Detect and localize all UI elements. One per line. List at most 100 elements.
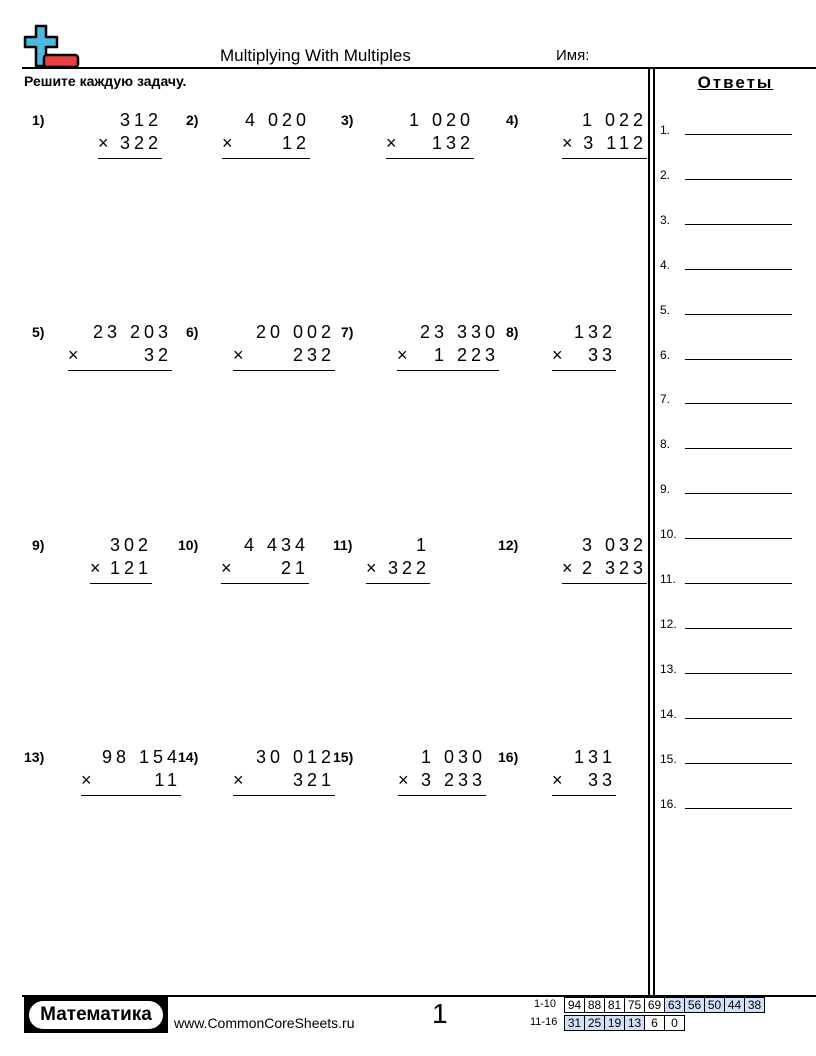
- multiplier-row: × 33: [552, 344, 616, 371]
- score-cell: 6: [644, 1015, 665, 1031]
- worksheet-title: Multiplying With Multiples: [220, 46, 411, 65]
- multiplier: 33: [587, 345, 616, 365]
- answer-slot: 5.: [660, 303, 800, 317]
- instructions: Решите каждую задачу.: [24, 73, 187, 89]
- multiplier: 33: [587, 770, 616, 790]
- answer-line[interactable]: [685, 762, 792, 764]
- score-cell: 81: [604, 997, 625, 1013]
- score-cell: 69: [644, 997, 665, 1013]
- problem-number: 15): [333, 749, 354, 765]
- multiplier: 3 112: [583, 133, 647, 153]
- answer-slot: 9.: [660, 482, 800, 496]
- answer-label: 2.: [660, 167, 671, 182]
- answer-line[interactable]: [685, 268, 792, 270]
- multiplier-row: × 321: [233, 769, 335, 796]
- score-row: 31 25 19 13 6 0: [564, 1015, 685, 1031]
- answer-slot: 11.: [660, 572, 800, 586]
- problem-number: 1): [32, 112, 45, 128]
- score-cell: 13: [624, 1015, 645, 1031]
- answer-line[interactable]: [685, 313, 792, 315]
- column-divider: [648, 68, 650, 996]
- problem-number: 10): [178, 537, 199, 553]
- page-number: 1: [432, 998, 448, 1029]
- multiplication-problem: 30 012 × 321: [233, 746, 335, 796]
- answer-line[interactable]: [685, 717, 792, 719]
- answer-label: 11.: [660, 572, 676, 586]
- multiplication-problem: 4 434 × 21: [221, 534, 309, 584]
- times-icon: ×: [68, 345, 83, 365]
- answer-line[interactable]: [685, 403, 792, 405]
- times-icon: ×: [386, 133, 401, 153]
- answer-line[interactable]: [685, 223, 792, 225]
- multiplier: 322: [119, 133, 162, 153]
- multiplier: 12: [281, 133, 310, 153]
- problem-number: 2): [186, 112, 199, 128]
- answers-title-text: Ответы: [697, 73, 774, 92]
- score-row: 94 88 81 75 69 63 56 50 44 38: [564, 997, 765, 1013]
- score-cell: 50: [704, 997, 725, 1013]
- answer-slot: 13.: [660, 662, 800, 676]
- problem-number: 5): [32, 324, 45, 340]
- answer-line[interactable]: [685, 583, 792, 584]
- multiplier-row: × 11: [81, 769, 181, 796]
- times-icon: ×: [221, 558, 236, 578]
- multiplier: 232: [292, 345, 335, 365]
- answer-label: 9.: [660, 482, 671, 497]
- times-icon: ×: [233, 345, 248, 365]
- multiplicand: 132: [573, 322, 616, 342]
- answer-label: 15.: [660, 751, 677, 766]
- answer-line[interactable]: [685, 178, 792, 180]
- times-icon: ×: [366, 558, 381, 578]
- multiplication-problem: 4 020 × 12: [222, 109, 310, 159]
- footer-divider: [22, 995, 816, 997]
- score-cell: 31: [564, 1015, 585, 1031]
- answer-slot: 8.: [660, 437, 800, 451]
- multiplication-problem: 23 330 × 1 223: [397, 321, 499, 371]
- answer-line[interactable]: [685, 134, 792, 135]
- multiplier-row: × 32: [68, 344, 172, 371]
- multiplier-row: × 2 323: [562, 557, 647, 584]
- times-icon: ×: [562, 558, 577, 578]
- answer-line[interactable]: [685, 448, 792, 450]
- answer-line[interactable]: [685, 358, 792, 360]
- problem-number: 13): [24, 749, 45, 765]
- problem-number: 11): [333, 537, 353, 553]
- answer-line[interactable]: [685, 672, 792, 674]
- multiplication-problem: 1 030 × 3 233: [398, 746, 486, 796]
- multiplication-problem: 312 × 322: [98, 109, 162, 159]
- multiplier: 32: [143, 345, 172, 365]
- answer-line[interactable]: [685, 493, 792, 495]
- problem-number: 12): [498, 537, 519, 553]
- answer-slot: 15.: [660, 752, 800, 766]
- multiplier: 3 233: [420, 770, 486, 790]
- times-icon: ×: [398, 770, 413, 790]
- times-icon: ×: [552, 345, 567, 365]
- multiplication-problem: 3 032 × 2 323: [562, 534, 647, 584]
- multiplication-problem: 132 × 33: [552, 321, 616, 371]
- brand-logo: Математика: [24, 997, 168, 1033]
- multiplier-row: × 322: [98, 132, 162, 159]
- multiplier: 121: [109, 558, 152, 578]
- multiplier: 2 323: [581, 558, 647, 578]
- score-cell: 56: [684, 997, 705, 1013]
- answer-label: 5.: [660, 302, 671, 317]
- answer-line[interactable]: [685, 627, 792, 629]
- answer-label: 3.: [660, 212, 671, 227]
- header-divider: [22, 67, 816, 69]
- times-icon: ×: [397, 345, 412, 365]
- answer-label: 8.: [660, 437, 671, 452]
- times-icon: ×: [90, 558, 105, 578]
- multiplicand: 3 032: [581, 535, 647, 555]
- multiplicand: 131: [573, 747, 616, 767]
- multiplier: 11: [154, 770, 181, 790]
- multiplicand: 4 434: [243, 535, 309, 555]
- answer-line[interactable]: [685, 807, 792, 809]
- multiplicand: 20 002: [255, 322, 335, 342]
- multiplier-row: × 21: [221, 557, 309, 584]
- answer-line[interactable]: [685, 538, 792, 540]
- multiplicand: 1 020: [408, 110, 474, 130]
- problem-number: 6): [186, 324, 199, 340]
- multiplier: 322: [387, 558, 430, 578]
- score-cell: 63: [664, 997, 685, 1013]
- multiplier: 132: [431, 133, 474, 153]
